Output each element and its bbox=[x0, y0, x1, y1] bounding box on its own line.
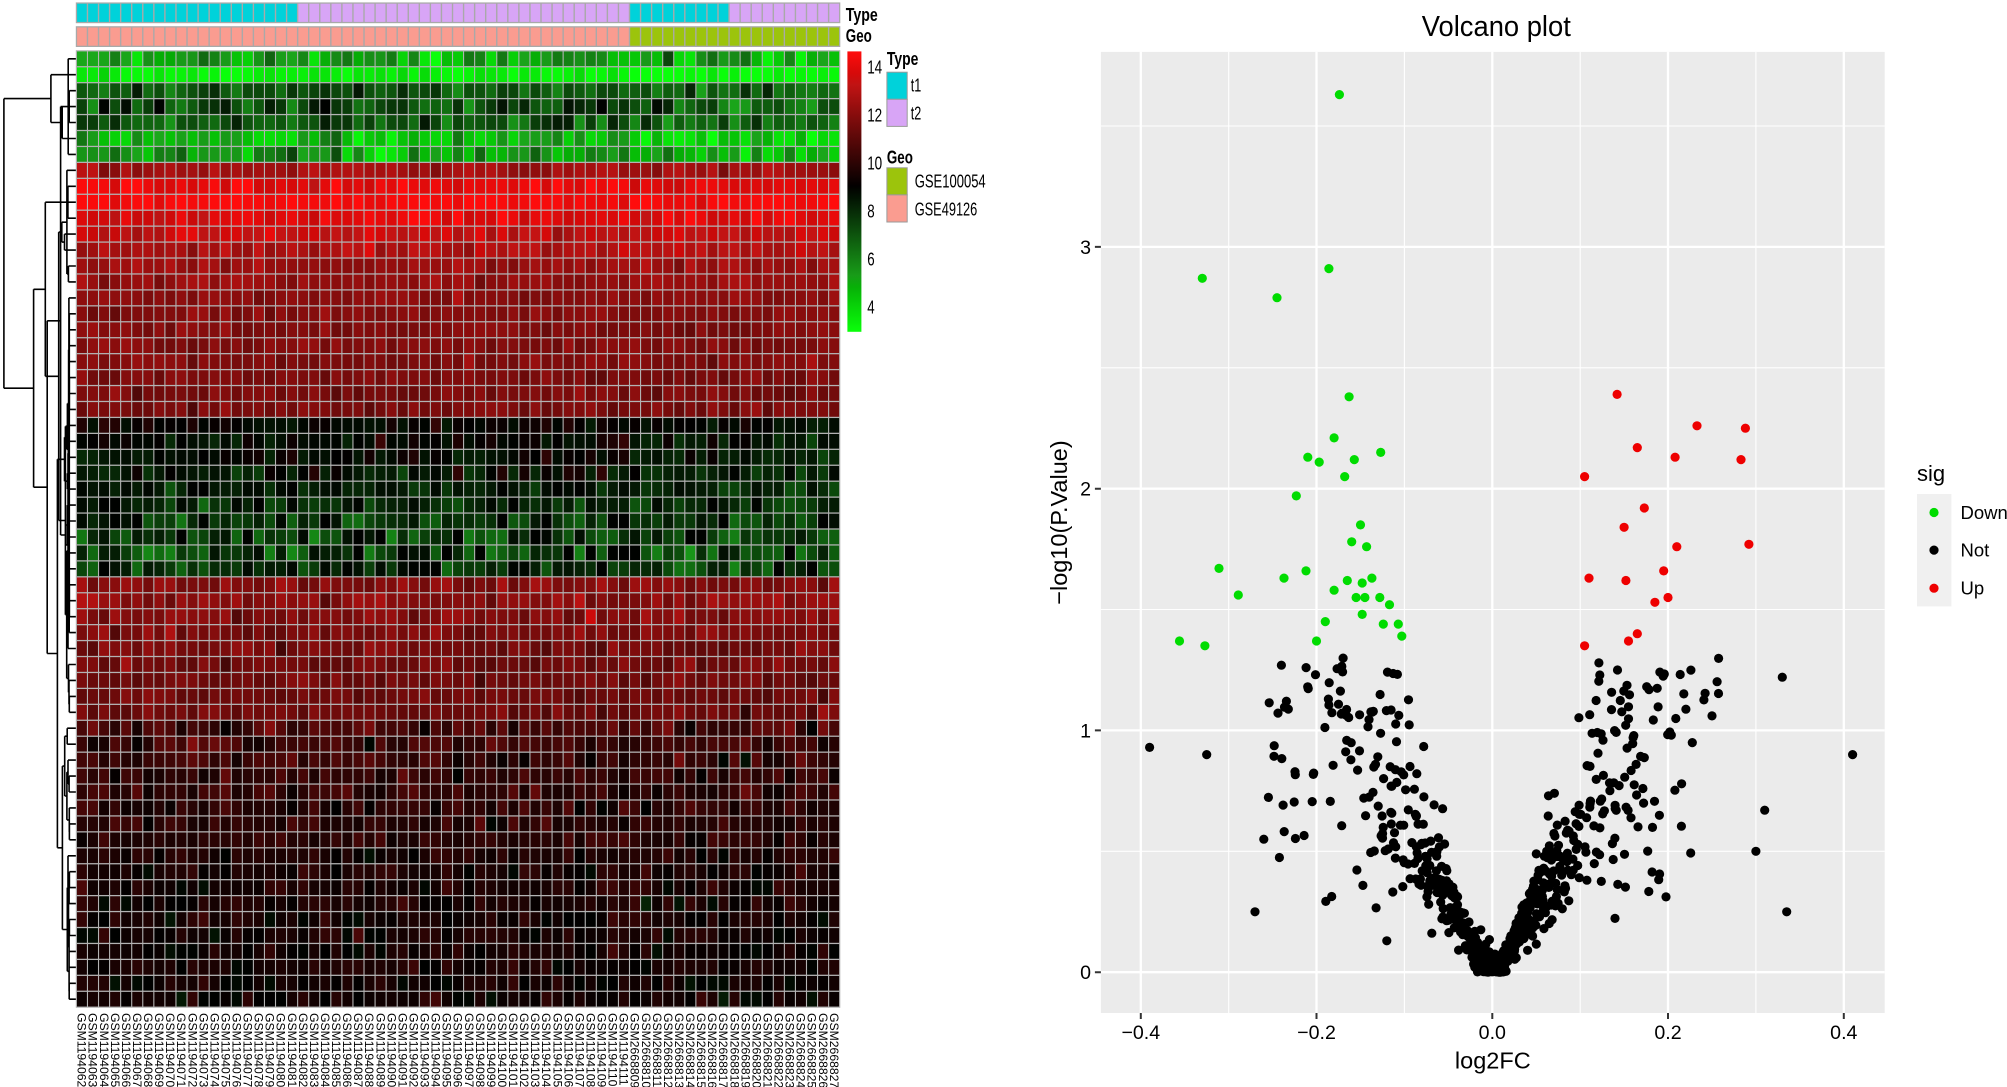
svg-text:GSM1194109: GSM1194109 bbox=[595, 1013, 609, 1087]
svg-text:GSE100054: GSE100054 bbox=[915, 170, 986, 191]
svg-text:GSM1194083: GSM1194083 bbox=[307, 1013, 321, 1087]
svg-text:6: 6 bbox=[867, 249, 874, 269]
svg-text:GSM1194067: GSM1194067 bbox=[130, 1013, 144, 1087]
svg-text:GSM1194064: GSM1194064 bbox=[97, 1013, 111, 1087]
svg-text:GSM2668814: GSM2668814 bbox=[683, 1013, 697, 1087]
svg-text:GSM2668810: GSM2668810 bbox=[639, 1013, 653, 1087]
svg-text:GSM2668822: GSM2668822 bbox=[772, 1013, 786, 1087]
svg-text:GSM1194108: GSM1194108 bbox=[584, 1013, 598, 1087]
svg-text:GSM1194098: GSM1194098 bbox=[473, 1013, 487, 1087]
svg-text:GSM1194081: GSM1194081 bbox=[285, 1013, 299, 1087]
svg-text:GSM1194080: GSM1194080 bbox=[274, 1013, 288, 1087]
svg-text:GSM2668816: GSM2668816 bbox=[705, 1013, 719, 1087]
svg-text:GSM2668820: GSM2668820 bbox=[749, 1013, 763, 1087]
svg-text:GSM1194078: GSM1194078 bbox=[252, 1013, 266, 1087]
svg-text:GSM2668813: GSM2668813 bbox=[672, 1013, 686, 1087]
svg-text:GSM1194105: GSM1194105 bbox=[550, 1013, 564, 1087]
svg-text:GSM2668826: GSM2668826 bbox=[816, 1013, 830, 1087]
svg-text:Type: Type bbox=[887, 49, 919, 69]
svg-text:GSM1194068: GSM1194068 bbox=[141, 1013, 155, 1087]
svg-text:GSM1194075: GSM1194075 bbox=[218, 1013, 232, 1087]
svg-text:GSM1194082: GSM1194082 bbox=[296, 1013, 310, 1087]
svg-text:14: 14 bbox=[867, 57, 882, 77]
svg-text:GSM1194072: GSM1194072 bbox=[185, 1013, 199, 1087]
svg-text:t2: t2 bbox=[911, 104, 922, 124]
svg-text:GSM1194069: GSM1194069 bbox=[152, 1013, 166, 1087]
svg-text:GSM1194095: GSM1194095 bbox=[440, 1013, 454, 1087]
svg-text:GSM1194093: GSM1194093 bbox=[418, 1013, 432, 1087]
svg-text:GSM1194073: GSM1194073 bbox=[196, 1013, 210, 1087]
svg-text:12: 12 bbox=[867, 105, 882, 125]
svg-text:GSM1194074: GSM1194074 bbox=[207, 1013, 221, 1087]
svg-text:GSM1194092: GSM1194092 bbox=[407, 1013, 421, 1087]
svg-text:4: 4 bbox=[867, 297, 874, 317]
svg-text:GSM1194085: GSM1194085 bbox=[329, 1013, 343, 1087]
svg-text:Type: Type bbox=[846, 5, 878, 25]
svg-text:GSM2668815: GSM2668815 bbox=[694, 1013, 708, 1087]
svg-text:GSM1194063: GSM1194063 bbox=[86, 1013, 100, 1087]
svg-text:GSM1194104: GSM1194104 bbox=[539, 1013, 553, 1087]
svg-text:GSM1194110: GSM1194110 bbox=[606, 1013, 620, 1087]
svg-text:GSM1194076: GSM1194076 bbox=[230, 1013, 244, 1087]
svg-text:GSM1194062: GSM1194062 bbox=[75, 1013, 89, 1087]
svg-text:GSM1194071: GSM1194071 bbox=[174, 1013, 188, 1087]
svg-text:GSM2668811: GSM2668811 bbox=[650, 1013, 664, 1087]
svg-text:GSM2668809: GSM2668809 bbox=[628, 1013, 642, 1087]
svg-text:GSM2668823: GSM2668823 bbox=[783, 1013, 797, 1087]
svg-text:GSM1194107: GSM1194107 bbox=[572, 1013, 586, 1087]
svg-text:GSM1194111: GSM1194111 bbox=[617, 1013, 631, 1086]
svg-text:GSM2668819: GSM2668819 bbox=[738, 1013, 752, 1087]
svg-text:GSM1194090: GSM1194090 bbox=[384, 1013, 398, 1087]
svg-text:GSM1194079: GSM1194079 bbox=[263, 1013, 277, 1087]
svg-text:GSM1194089: GSM1194089 bbox=[373, 1013, 387, 1087]
svg-text:GSM1194086: GSM1194086 bbox=[340, 1013, 354, 1087]
svg-text:10: 10 bbox=[867, 153, 882, 173]
svg-text:GSE49126: GSE49126 bbox=[915, 199, 978, 220]
svg-text:GSM1194103: GSM1194103 bbox=[528, 1013, 542, 1087]
svg-text:GSM1194094: GSM1194094 bbox=[429, 1013, 443, 1087]
svg-text:GSM1194096: GSM1194096 bbox=[451, 1013, 465, 1087]
svg-text:GSM1194088: GSM1194088 bbox=[362, 1013, 376, 1087]
svg-text:GSM1194106: GSM1194106 bbox=[561, 1013, 575, 1087]
svg-text:GSM1194077: GSM1194077 bbox=[241, 1013, 255, 1087]
svg-text:GSM1194102: GSM1194102 bbox=[517, 1013, 531, 1087]
svg-text:8: 8 bbox=[867, 201, 874, 221]
svg-text:GSM1194091: GSM1194091 bbox=[395, 1013, 409, 1087]
svg-text:Geo: Geo bbox=[846, 26, 872, 46]
svg-text:GSM2668825: GSM2668825 bbox=[805, 1013, 819, 1087]
svg-text:GSM2668827: GSM2668827 bbox=[827, 1013, 841, 1087]
svg-text:GSM1194087: GSM1194087 bbox=[351, 1013, 365, 1087]
svg-text:GSM1194100: GSM1194100 bbox=[495, 1013, 509, 1087]
svg-text:GSM2668824: GSM2668824 bbox=[794, 1013, 808, 1087]
svg-text:GSM1194084: GSM1194084 bbox=[318, 1013, 332, 1087]
svg-text:GSM2668817: GSM2668817 bbox=[716, 1013, 730, 1087]
svg-text:GSM1194065: GSM1194065 bbox=[108, 1013, 122, 1087]
svg-text:GSM1194097: GSM1194097 bbox=[462, 1013, 476, 1087]
svg-text:t1: t1 bbox=[911, 76, 922, 96]
svg-text:GSM1194101: GSM1194101 bbox=[506, 1013, 520, 1087]
svg-text:GSM2668821: GSM2668821 bbox=[761, 1013, 775, 1087]
svg-text:GSM1194070: GSM1194070 bbox=[163, 1013, 177, 1087]
svg-text:GSM1194099: GSM1194099 bbox=[484, 1013, 498, 1087]
svg-text:GSM1194066: GSM1194066 bbox=[119, 1013, 133, 1087]
svg-text:Geo: Geo bbox=[887, 147, 913, 167]
svg-text:GSM2668818: GSM2668818 bbox=[727, 1013, 741, 1087]
svg-text:GSM2668812: GSM2668812 bbox=[661, 1013, 675, 1087]
